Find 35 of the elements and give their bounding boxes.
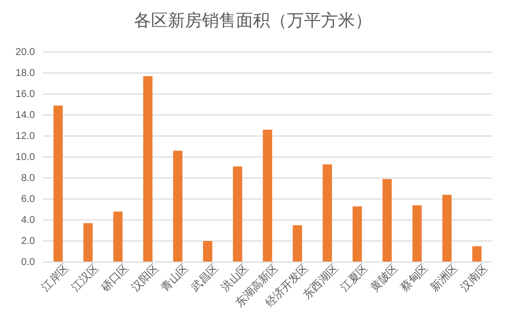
bar (203, 241, 212, 262)
y-tick-label: 20.0 (16, 47, 36, 58)
bar (83, 223, 93, 262)
y-tick-label: 8.0 (21, 173, 36, 184)
bar (442, 194, 452, 262)
bar (143, 76, 152, 262)
bar (262, 130, 272, 262)
bar (292, 225, 302, 262)
y-tick-label: 16.0 (16, 89, 36, 100)
chart-title: 各区新房销售面积（万平方米） (134, 11, 372, 31)
bar (472, 246, 482, 262)
y-tick-label: 0.0 (21, 257, 36, 268)
x-tick-label: 汉南区 (458, 262, 490, 294)
y-tick-label: 12.0 (16, 131, 36, 142)
x-tick-label: 武昌区 (188, 262, 222, 294)
bar (382, 179, 392, 262)
x-tick-label: 新洲区 (428, 262, 460, 294)
y-tick-label: 18.0 (16, 68, 36, 80)
y-tick-label: 6.0 (21, 194, 36, 206)
bar (53, 106, 63, 262)
bar (113, 212, 123, 262)
bar (322, 164, 332, 262)
x-tick-label: 江汉区 (70, 262, 102, 294)
y-tick-label: 2.0 (21, 236, 36, 248)
bar (173, 150, 182, 262)
bar (412, 205, 422, 262)
x-tick-label: 青山区 (158, 262, 192, 294)
x-tick-label: 汉阳区 (129, 262, 162, 294)
x-tick-label: 硚口区 (98, 262, 132, 295)
y-tick-label: 10.0 (16, 152, 36, 164)
y-tick-label: 4.0 (21, 215, 36, 226)
y-tick-label: 14.0 (16, 110, 36, 122)
x-tick-label: 江岸区 (38, 262, 72, 294)
bar (232, 166, 242, 262)
bar (352, 206, 362, 262)
